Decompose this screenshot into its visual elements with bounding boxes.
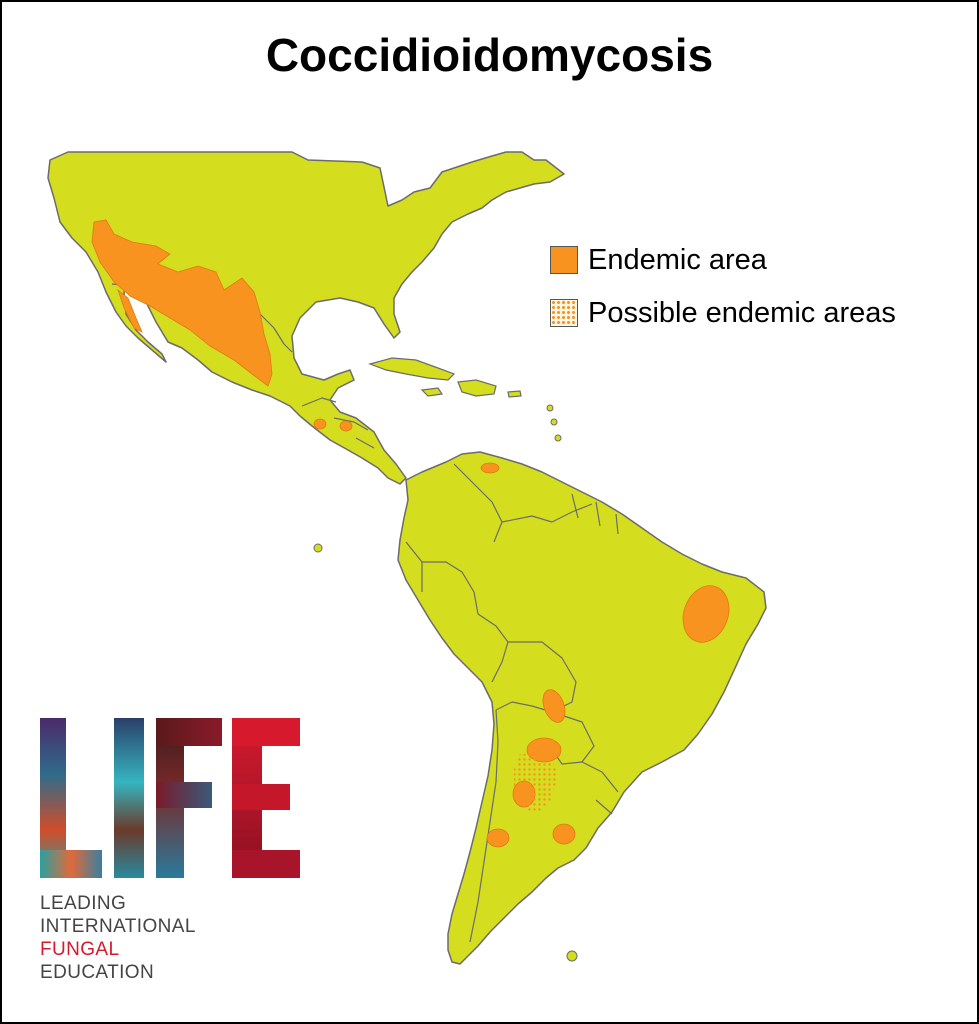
endemic-area-paraguay — [542, 689, 566, 723]
logo-line-leading: LEADING — [40, 893, 127, 914]
guyana-suriname-border — [571, 493, 601, 527]
bolivia-border — [495, 641, 577, 713]
south-america-land — [397, 451, 767, 965]
venezuela-brazil-border — [501, 503, 593, 523]
logo-tagline: LEADING INTERNATIONAL FUNGAL EDUCATION — [40, 892, 300, 984]
endemic-area-guatemala — [313, 418, 327, 430]
logo-letter-f — [156, 718, 222, 878]
lesser-antilles-island — [554, 434, 562, 442]
logo-line-international: INTERNATIONAL — [40, 916, 196, 937]
lesser-antilles-island — [550, 418, 558, 426]
endemic-area-west-argentina — [486, 828, 510, 848]
argentina-brazil-border — [581, 761, 619, 793]
guatemala-border — [301, 397, 337, 407]
endemic-area-southwest-us-mexico — [91, 219, 273, 387]
logo-letter-l — [40, 718, 102, 878]
puerto-rico-island — [507, 390, 522, 398]
hispaniola-island — [457, 379, 497, 397]
falkland-island — [566, 950, 578, 962]
endemic-area-baja — [117, 288, 143, 333]
legend: Endemic area Possible endemic areas — [550, 242, 896, 348]
endemic-area-pampas — [552, 823, 576, 845]
nicaragua-border — [355, 437, 375, 449]
endemic-swatch — [550, 246, 578, 274]
logo-line-education: EDUCATION — [40, 962, 155, 983]
legend-label-possible: Possible endemic areas — [588, 296, 896, 329]
logo-letter-e — [232, 718, 300, 878]
map-title: Coccidioidomycosis — [265, 29, 714, 81]
logo-letter-i — [114, 718, 144, 878]
jamaica-island — [420, 387, 444, 397]
lesser-antilles-island — [546, 404, 554, 412]
uruguay-border — [595, 799, 613, 815]
life-logo: LEADING INTERNATIONAL FUNGAL EDUCATION — [40, 718, 300, 984]
legend-label-endemic: Endemic area — [588, 243, 767, 276]
colombia-venezuela-border — [453, 463, 503, 543]
honduras-border — [333, 417, 369, 431]
north-america-land — [47, 151, 565, 485]
possible-swatch — [550, 299, 578, 327]
ecuador-peru-border — [405, 541, 423, 592]
endemic-area-venezuela — [480, 462, 500, 474]
possible-endemic-area — [514, 754, 558, 814]
legend-item-possible: Possible endemic areas — [550, 295, 896, 331]
paraguay-border — [547, 711, 595, 765]
endemic-area-northeast-brazil — [682, 585, 730, 643]
legend-item-endemic: Endemic area — [550, 242, 896, 278]
chile-argentina-border — [469, 709, 499, 943]
logo-line-fungal: FUNGAL — [40, 939, 120, 960]
logo-wordmark — [40, 718, 300, 878]
galapagos-island — [313, 543, 323, 553]
colombia-brazil-border — [422, 561, 479, 615]
cuba-island — [368, 357, 456, 381]
endemic-area-honduras — [339, 420, 353, 432]
guiana-border — [615, 513, 619, 535]
